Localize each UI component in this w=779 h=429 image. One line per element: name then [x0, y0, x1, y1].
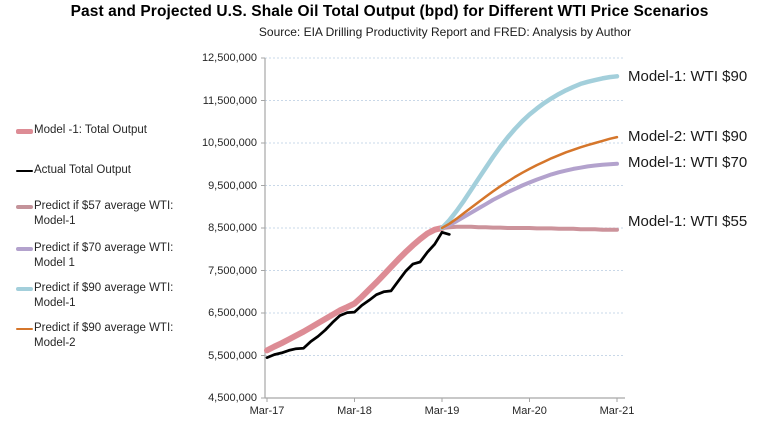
legend-item-predict_70: Predict if $70 average WTI: Model 1	[16, 241, 173, 271]
annotation-wti70-model1: Model-1: WTI $70	[628, 154, 748, 171]
legend-swatch-actual	[16, 169, 33, 173]
legend-label-predict_90_m1: Predict if $90 average WTI: Model-1	[34, 282, 174, 309]
legend-swatch-predict_70	[16, 247, 33, 251]
x-axis-tick-label: Mar-17	[249, 405, 285, 417]
legend-item-predict_90_m2: Predict if $90 average WTI: Model-2	[16, 321, 173, 351]
annotation-wti90-model1: Model-1: WTI $90	[628, 68, 748, 85]
series-predict_70	[440, 161, 619, 230]
y-axis-tick-label: 9,500,000	[208, 179, 257, 192]
x-axis-tick-label: Mar-19	[424, 405, 460, 417]
y-axis-tick-label: 8,500,000	[208, 222, 257, 234]
legend-item-actual: Actual Total Output	[16, 163, 131, 178]
series-predict_57	[440, 224, 619, 232]
x-axis-tick-label: Mar-20	[512, 405, 547, 417]
y-axis-tick-label: 5,500,000	[208, 349, 257, 362]
series-model1_fit	[264, 225, 445, 354]
chart-subtitle: Source: EIA Drilling Productivity Report…	[258, 25, 632, 39]
legend-item-predict_90_m1: Predict if $90 average WTI: Model-1	[16, 281, 173, 311]
legend-item-predict_57: Predict if $57 average WTI: Model-1	[16, 199, 173, 229]
y-axis-tick-label: 6,500,000	[208, 307, 257, 319]
legend-swatch-model1_fit	[16, 128, 33, 134]
annotation-wti90-model2: Model-2: WTI $90	[628, 128, 748, 145]
y-axis-tick-label: 11,500,000	[202, 94, 257, 107]
legend-item-model1_fit: Model -1: Total Output	[16, 123, 147, 138]
chart-title: Past and Projected U.S. Shale Oil Total …	[70, 3, 709, 20]
series-actual	[265, 230, 451, 359]
legend-label-predict_57: Predict if $57 average WTI: Model-1	[34, 200, 174, 227]
x-axis-tick-label: Mar-18	[337, 405, 372, 417]
legend-swatch-predict_57	[16, 205, 33, 209]
legend-label-actual: Actual Total Output	[34, 164, 131, 176]
y-axis-tick-label: 7,500,000	[208, 264, 257, 277]
legend-swatch-predict_90_m1	[16, 287, 33, 291]
series-predict_90_m1	[439, 74, 620, 231]
annotation-wti55-model1: Model-1: WTI $55	[628, 213, 748, 230]
x-axis-tick-label: Mar-21	[599, 405, 635, 417]
series-predict_90_m2	[440, 135, 619, 230]
y-axis-tick-label: 10,500,000	[201, 137, 257, 149]
legend-label-model1_fit: Model -1: Total Output	[34, 124, 147, 136]
legend-label-predict_90_m2: Predict if $90 average WTI: Model-2	[34, 322, 174, 349]
legend-swatch-predict_90_m2	[16, 327, 33, 331]
legend-label-predict_70: Predict if $70 average WTI: Model 1	[34, 242, 174, 269]
y-axis-tick-label: 4,500,000	[208, 392, 257, 404]
y-axis-tick-label: 12,500,000	[201, 52, 257, 64]
